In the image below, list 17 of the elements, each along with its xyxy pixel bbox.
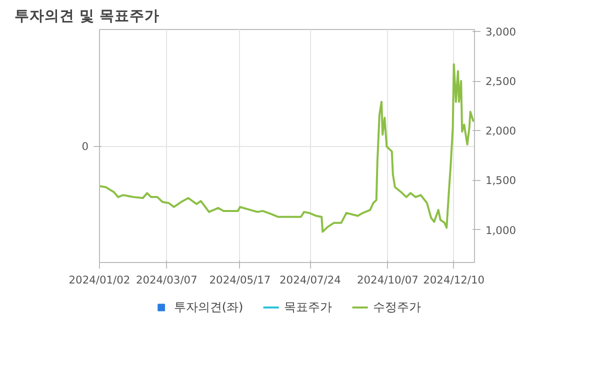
legend-label: 목표주가 [284,298,332,316]
y2-tick-label: 1,000 [486,224,516,237]
text: 0 [82,140,89,153]
y2-tick-label: 2,000 [486,124,516,138]
y2-tick-label: 1,500 [486,174,516,188]
x-tick-label: 2024/07/24 [280,274,342,286]
x-tick-label: 2024/01/02 [68,274,130,286]
chart-title: 투자의견 및 목표주가 [14,8,160,24]
y2-tick-label: 2,500 [486,75,516,88]
legend-label: 투자의견(좌) [174,298,244,316]
x-tick-label: 2024/03/07 [136,274,198,286]
line-series [100,63,474,233]
legend-label: 수정주가 [373,298,422,316]
x-tick-label: 2024/10/07 [357,274,418,286]
x-tick-label: 2024/12/10 [423,274,485,286]
x-tick-label: 2024/05/17 [209,274,271,286]
y2-tick-label: 3,000 [486,25,516,38]
